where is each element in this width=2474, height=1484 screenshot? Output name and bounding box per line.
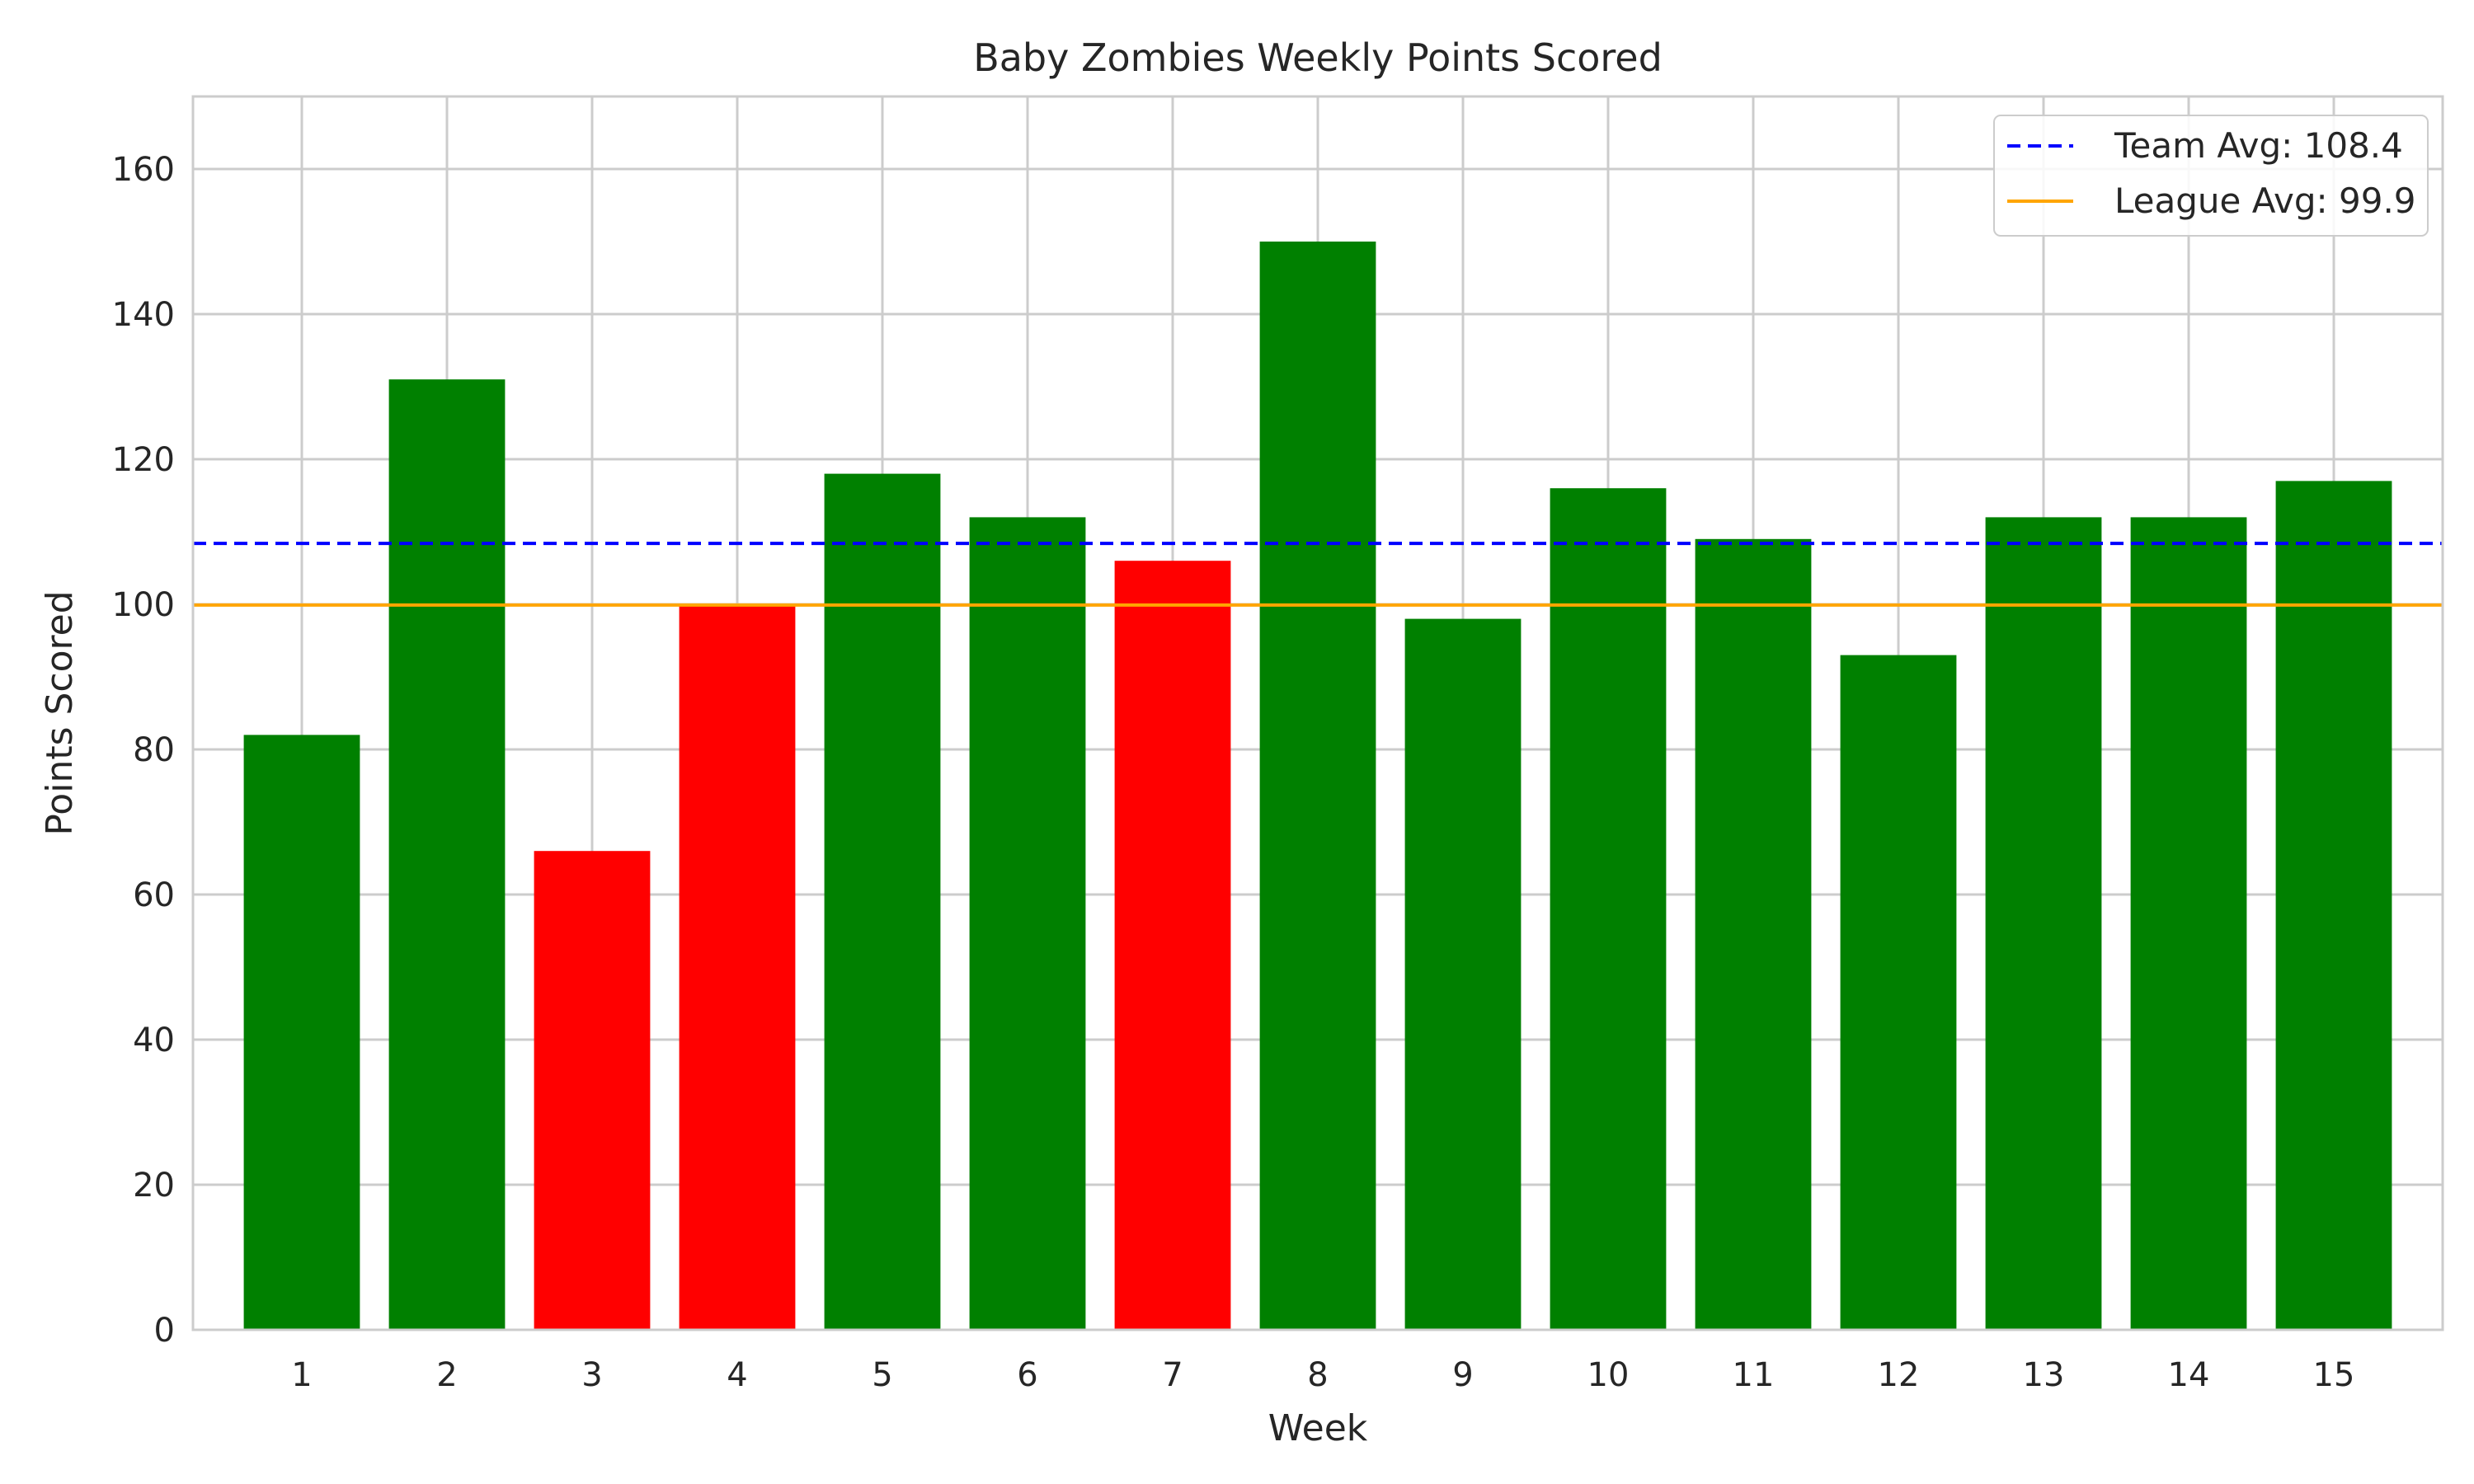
y-tick-label: 120	[112, 441, 175, 479]
bar-week-14	[2130, 517, 2247, 1330]
x-tick-label: 1	[291, 1356, 312, 1394]
bars	[243, 242, 2392, 1331]
x-tick-label: 12	[1878, 1356, 1920, 1394]
bar-week-9	[1404, 618, 1522, 1330]
x-tick-label: 10	[1587, 1356, 1630, 1394]
y-tick-label: 100	[112, 586, 175, 624]
bar-week-6	[969, 517, 1086, 1330]
y-tick-label: 40	[133, 1021, 175, 1059]
y-tick-label: 80	[133, 731, 175, 769]
x-tick-label: 14	[2168, 1356, 2210, 1394]
plot-frame	[191, 95, 2444, 1331]
x-tick-label: 4	[727, 1356, 747, 1394]
x-tick-label: 11	[1733, 1356, 1775, 1394]
x-tick-label: 9	[1452, 1356, 1473, 1394]
x-tick-label: 7	[1162, 1356, 1183, 1394]
bar-week-3	[534, 851, 651, 1330]
x-tick-label: 3	[581, 1356, 602, 1394]
x-tick-label: 2	[436, 1356, 457, 1394]
y-axis-ticks: 0 20 40 60 80 100 120 140 160	[112, 151, 175, 1350]
x-axis-ticks: 1 2 3 4 5 6 7 8 9 10 11 12 13 14 15	[291, 1356, 2354, 1394]
x-axis-label: Week	[1268, 1407, 1368, 1449]
bar-week-11	[1695, 538, 1812, 1330]
bar-week-5	[824, 473, 941, 1330]
bar-week-13	[1985, 517, 2102, 1330]
bar-week-7	[1114, 561, 1231, 1330]
legend-label-team-avg: Team Avg: 108.4	[2114, 125, 2403, 166]
chart-title: Baby Zombies Weekly Points Scored	[973, 35, 1663, 80]
y-tick-label: 140	[112, 296, 175, 334]
legend-label-league-avg: League Avg: 99.9	[2114, 181, 2416, 221]
x-tick-label: 5	[872, 1356, 892, 1394]
x-tick-label: 13	[2023, 1356, 2065, 1394]
bar-week-2	[388, 379, 506, 1331]
x-tick-label: 8	[1307, 1356, 1328, 1394]
legend: Team Avg: 108.4 League Avg: 99.9	[1993, 115, 2429, 237]
bar-week-4	[679, 604, 796, 1330]
bar-week-12	[1840, 655, 1957, 1330]
y-tick-label: 20	[133, 1167, 175, 1205]
legend-box	[1993, 115, 2429, 237]
y-axis-label: Points Scored	[39, 590, 81, 835]
y-tick-label: 60	[133, 876, 175, 914]
bar-week-8	[1259, 242, 1376, 1330]
bar-week-1	[243, 735, 360, 1330]
bar-week-10	[1550, 488, 1667, 1330]
x-tick-label: 15	[2313, 1356, 2355, 1394]
reference-lines	[193, 542, 2443, 607]
x-tick-label: 6	[1017, 1356, 1037, 1394]
bar-week-15	[2275, 481, 2392, 1330]
y-tick-label: 0	[154, 1312, 175, 1350]
y-tick-label: 160	[112, 151, 175, 189]
